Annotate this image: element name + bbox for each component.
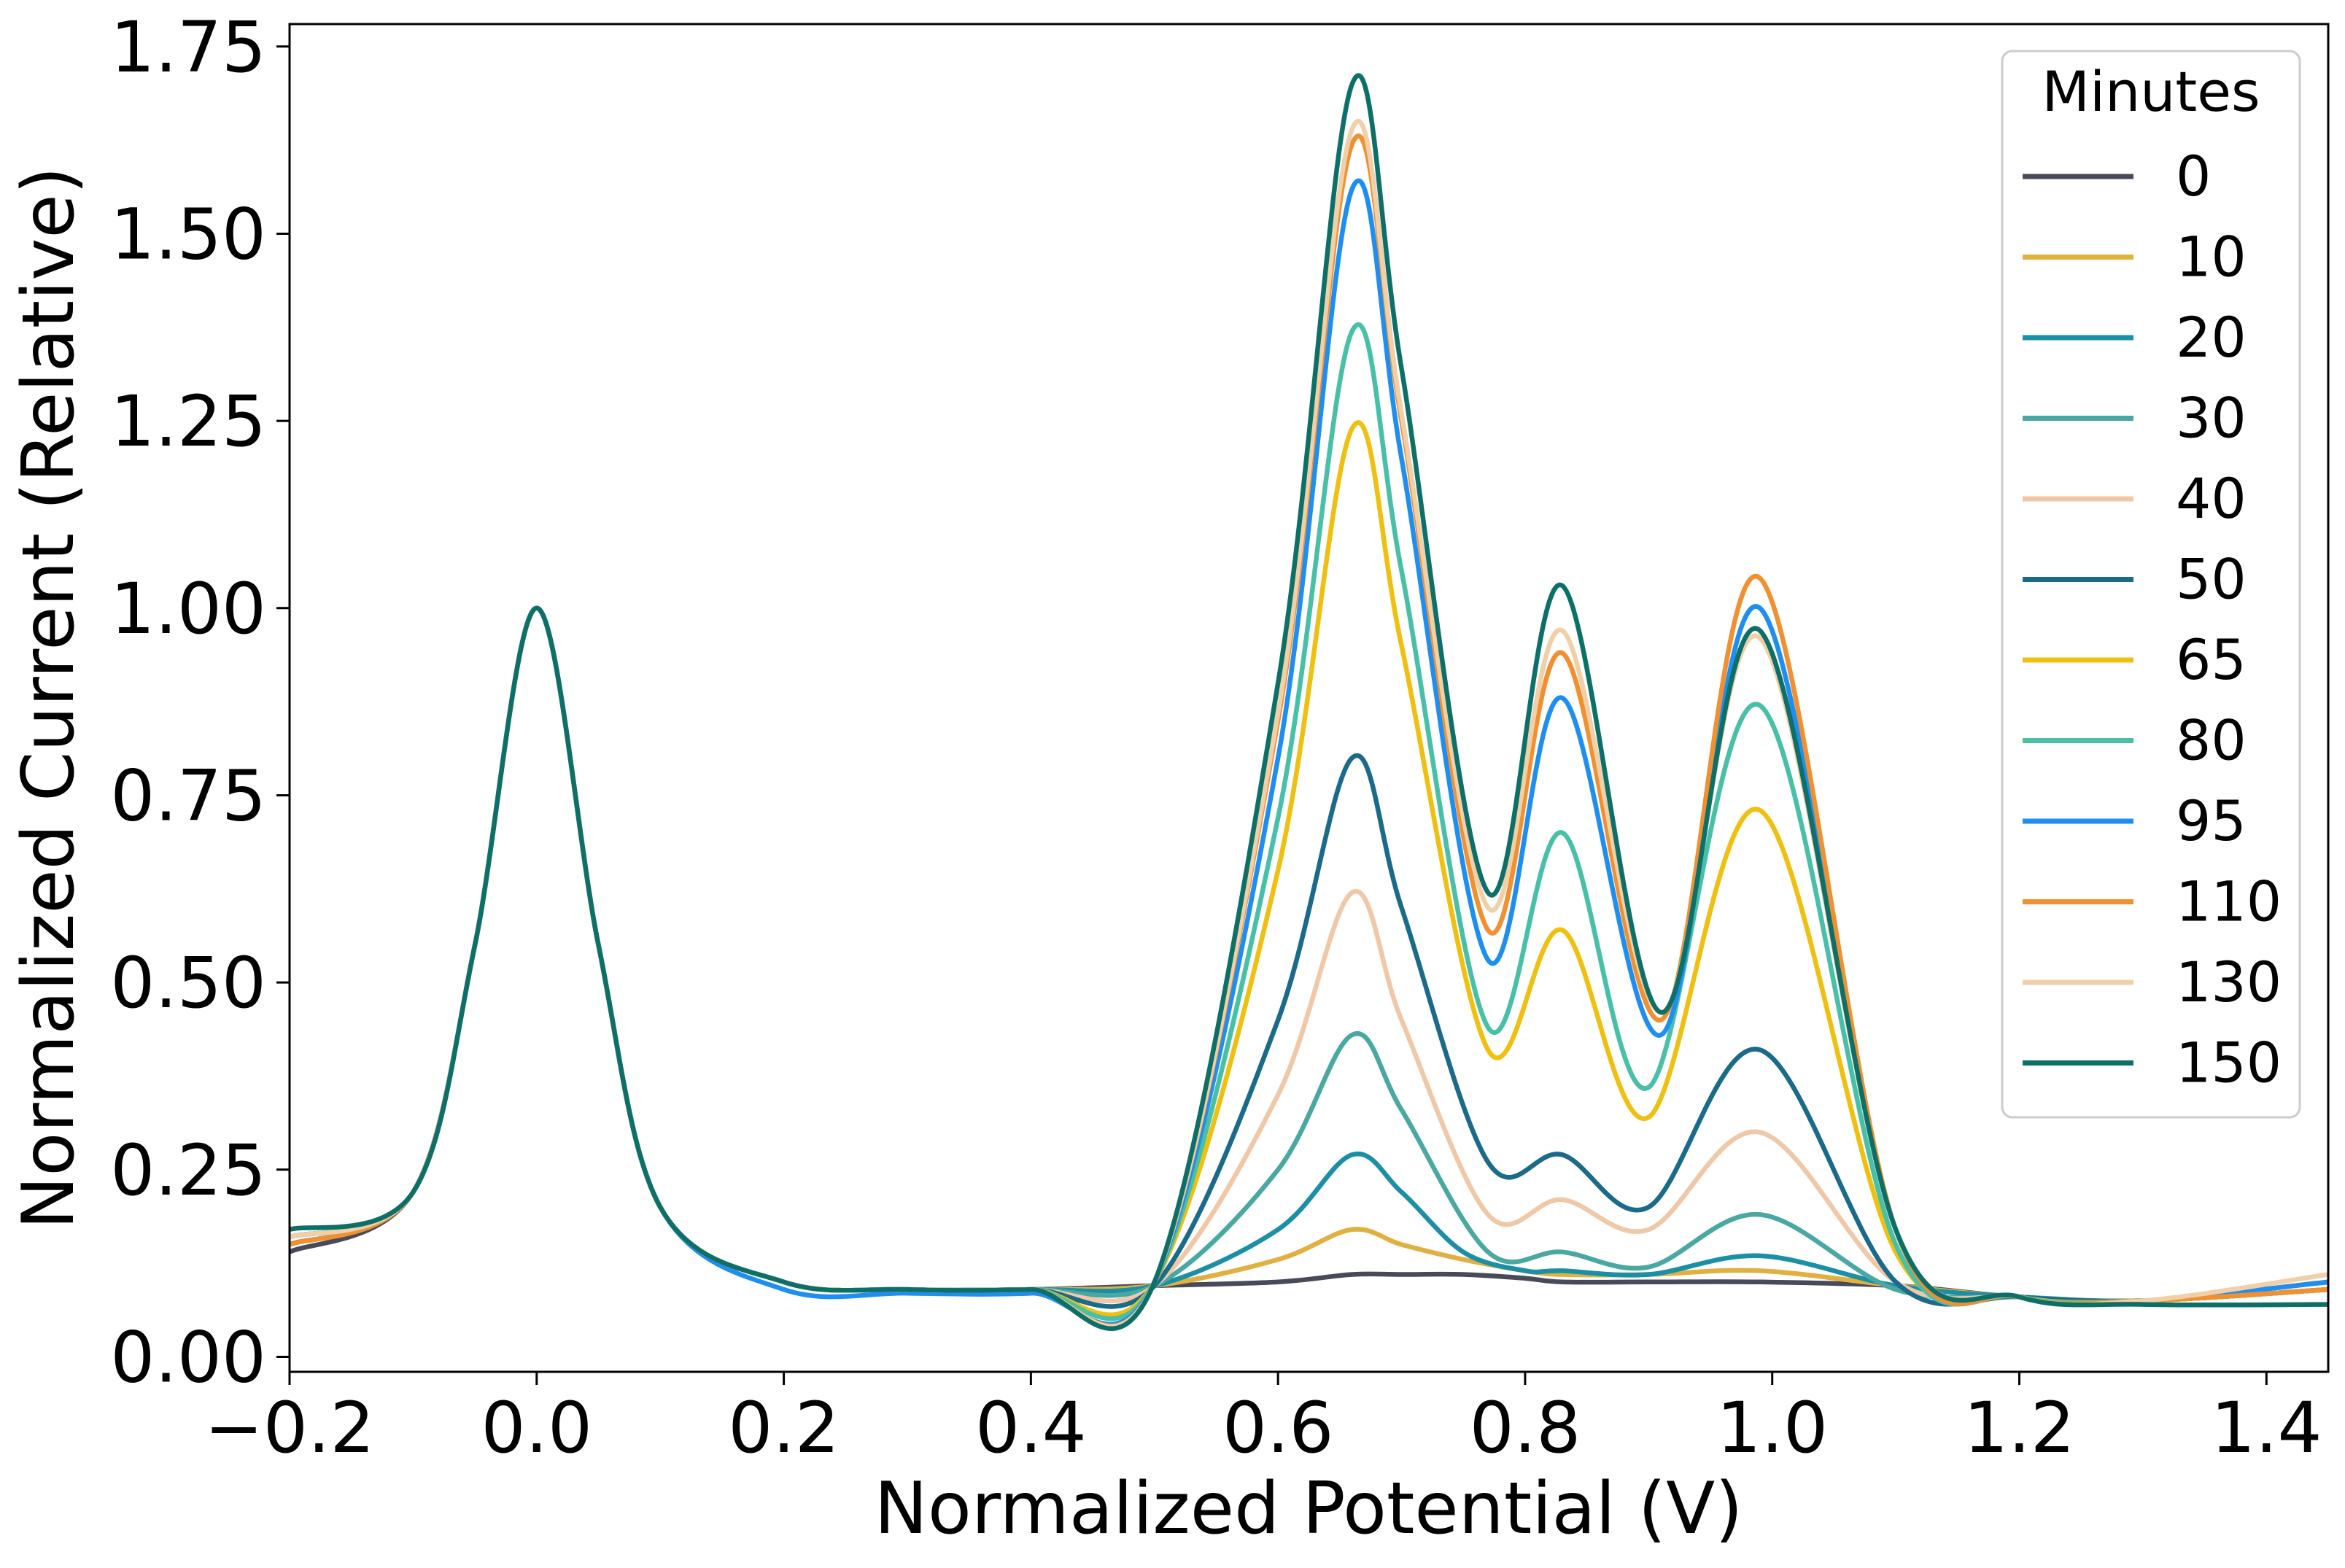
x-axis-label: Normalized Potential (V) (875, 1467, 1743, 1550)
legend-label: 95 (2176, 788, 2247, 853)
x-tick-label: 0.6 (1222, 1387, 1334, 1469)
legend-label: 65 (2176, 627, 2247, 692)
legend-frame (2001, 50, 2301, 1119)
legend-label: 110 (2176, 869, 2282, 934)
y-tick-label: 1.25 (110, 381, 266, 462)
y-axis: 0.00 0.25 0.50 0.75 1.00 1.25 1.50 1.75 (110, 7, 290, 1398)
x-tick-label: 0.2 (728, 1387, 840, 1469)
legend-label: 130 (2176, 950, 2282, 1014)
x-tick-label: 1.4 (2211, 1387, 2322, 1469)
y-tick-label: 0.75 (110, 755, 266, 837)
x-tick-label: 0.4 (975, 1387, 1087, 1469)
legend-label: 0 (2176, 144, 2211, 209)
x-tick-label: 1.2 (1964, 1387, 2075, 1469)
y-tick-label: 1.50 (110, 193, 266, 275)
x-tick-label: 1.0 (1716, 1387, 1828, 1469)
legend-label: 20 (2176, 305, 2247, 370)
legend-label: 80 (2176, 708, 2247, 773)
legend-label: 50 (2176, 547, 2247, 612)
x-tick-label: −0.2 (204, 1387, 374, 1469)
plot-area (288, 23, 2330, 1373)
series-line-150 (290, 73, 2328, 1331)
legend-title: Minutes (2042, 59, 2260, 124)
legend-label: 150 (2176, 1031, 2282, 1095)
legend: Minutes 0 10 20 30 40 50 65 80 95 110 130 150 (2001, 50, 2301, 1119)
legend-label: 30 (2176, 386, 2247, 451)
y-tick-label: 0.50 (110, 942, 266, 1024)
series-layer (290, 73, 2328, 1331)
x-tick-label: 0.0 (481, 1387, 592, 1469)
y-tick-label: 1.00 (110, 568, 266, 650)
y-tick-label: 0.00 (110, 1316, 266, 1398)
y-tick-label: 0.25 (110, 1130, 266, 1211)
y-axis-label: Normalized Current (Relative) (7, 166, 90, 1230)
y-tick-label: 1.75 (110, 7, 266, 88)
plot-frame (288, 23, 2330, 1373)
legend-items: 0 10 20 30 40 50 65 80 95 110 130 150 (2023, 144, 2282, 1095)
x-tick-label: 0.8 (1470, 1387, 1581, 1469)
x-axis: −0.2 0.0 0.2 0.4 0.6 0.8 1.0 1.2 1.4 (204, 1372, 2322, 1469)
legend-label: 40 (2176, 466, 2247, 531)
legend-label: 10 (2176, 225, 2247, 290)
